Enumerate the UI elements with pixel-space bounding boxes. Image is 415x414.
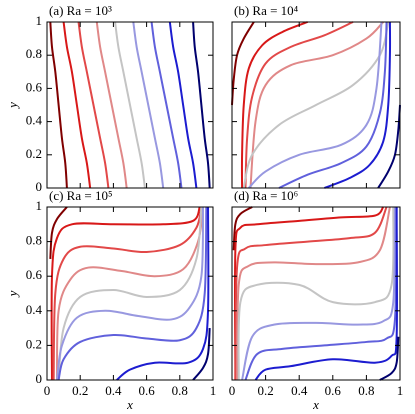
x-tick-label: 0.4 [291,383,308,398]
isotherm [240,21,308,189]
isotherm [242,21,390,189]
y-tick-label: 0.4 [26,113,43,128]
x-axis-label: x [126,397,133,412]
isotherm [278,21,388,189]
y-tick-label: 0 [36,371,43,386]
isotherm [232,206,253,251]
isotherm [233,206,385,381]
x-tick-label: 0.8 [358,383,374,398]
plot-frame [46,206,214,381]
x-axis-label: x [312,397,319,412]
isotherm [116,206,210,381]
isotherm [168,21,198,189]
x-tick-label: 0.6 [138,383,155,398]
isotherm [254,206,399,381]
isotherm [324,21,392,189]
x-tick-label: 0.4 [105,383,122,398]
isotherm [49,206,68,259]
x-tick-label: 0.6 [325,383,342,398]
isotherm [52,206,203,381]
isotherm [192,21,211,189]
x-tick-label: 0.2 [257,383,273,398]
isotherm [379,336,400,381]
isotherm [114,21,146,189]
isotherm [192,328,211,381]
y-tick-label: 1 [36,13,43,28]
isotherm [50,206,201,381]
x-tick-label: 0.2 [72,383,88,398]
plot-frame [231,21,401,189]
isotherm [249,21,384,189]
isotherm [95,21,128,189]
panel-title: (b) Ra = 10⁴ [234,3,299,18]
isotherm [55,206,205,381]
plot-frame [231,206,401,381]
isotherm [248,21,383,189]
panel-title: (c) Ra = 10⁵ [49,188,112,203]
x-tick-label: 0 [229,383,236,398]
isotherm [241,206,396,381]
isotherm [62,21,92,189]
y-tick-label: 0.8 [26,233,42,248]
isotherm [77,21,110,189]
x-tick-label: 1 [397,383,404,398]
isotherm [234,206,388,381]
isotherm [244,21,354,189]
x-tick-label: 0.8 [172,383,188,398]
y-tick-label: 0.6 [26,267,43,282]
y-tick-label: 1 [36,198,43,213]
isotherm [55,206,205,381]
y-tick-label: 0 [36,179,43,194]
y-axis-label: y [5,290,20,298]
isotherm [57,206,208,381]
isotherm [244,206,398,381]
y-tick-label: 0.2 [26,336,42,351]
panel-title: (a) Ra = 10³ [49,3,112,18]
isotherm [132,21,165,189]
isotherm [150,21,183,189]
x-tick-label: 1 [210,383,217,398]
isotherm [49,21,68,189]
y-tick-label: 0.4 [26,302,43,317]
y-tick-label: 0.2 [26,146,42,161]
y-tick-label: 0.8 [26,46,42,61]
isotherm [57,206,203,381]
x-tick-label: 0 [44,383,51,398]
y-tick-label: 0.6 [26,79,43,94]
panel-title: (d) Ra = 10⁶ [234,188,298,203]
isotherm [236,206,391,381]
isotherm [237,206,395,381]
plot-frame [46,21,214,189]
y-axis-label: y [5,102,20,110]
